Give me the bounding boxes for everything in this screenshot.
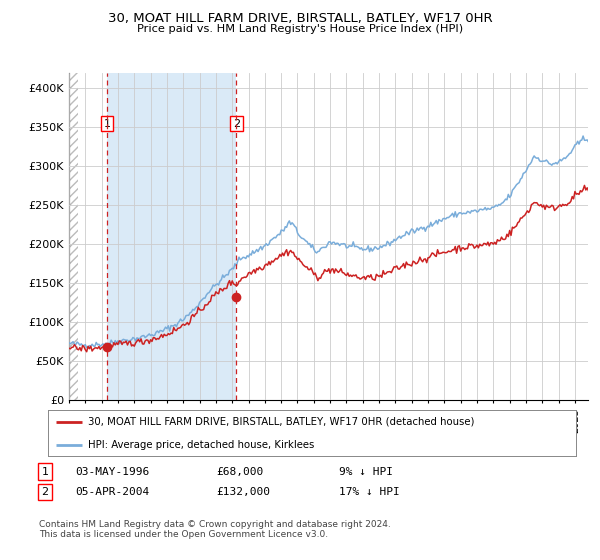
Text: 2: 2: [233, 119, 240, 128]
Text: 30, MOAT HILL FARM DRIVE, BIRSTALL, BATLEY, WF17 0HR: 30, MOAT HILL FARM DRIVE, BIRSTALL, BATL…: [107, 12, 493, 25]
Text: 1: 1: [104, 119, 110, 128]
Text: £132,000: £132,000: [216, 487, 270, 497]
Text: Contains HM Land Registry data © Crown copyright and database right 2024.
This d: Contains HM Land Registry data © Crown c…: [39, 520, 391, 539]
Text: £68,000: £68,000: [216, 466, 263, 477]
Text: 1: 1: [41, 466, 49, 477]
Text: 03-MAY-1996: 03-MAY-1996: [75, 466, 149, 477]
Text: 17% ↓ HPI: 17% ↓ HPI: [339, 487, 400, 497]
Text: HPI: Average price, detached house, Kirklees: HPI: Average price, detached house, Kirk…: [88, 440, 314, 450]
Text: 2: 2: [41, 487, 49, 497]
Text: 05-APR-2004: 05-APR-2004: [75, 487, 149, 497]
Text: Price paid vs. HM Land Registry's House Price Index (HPI): Price paid vs. HM Land Registry's House …: [137, 24, 463, 34]
Bar: [107, 73, 236, 400]
Text: 30, MOAT HILL FARM DRIVE, BIRSTALL, BATLEY, WF17 0HR (detached house): 30, MOAT HILL FARM DRIVE, BIRSTALL, BATL…: [88, 417, 474, 427]
Text: 9% ↓ HPI: 9% ↓ HPI: [339, 466, 393, 477]
